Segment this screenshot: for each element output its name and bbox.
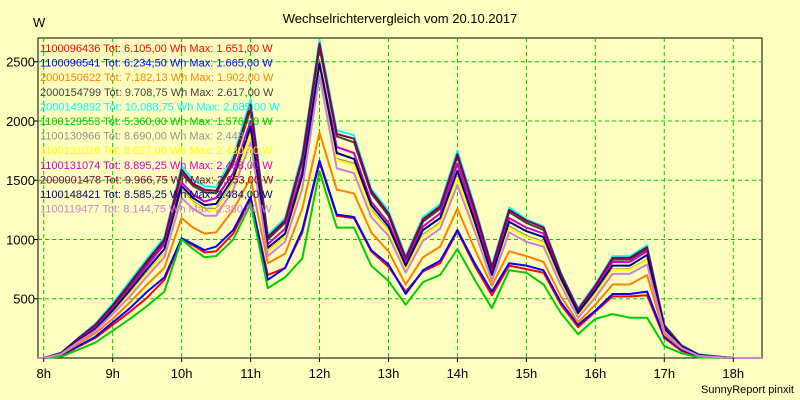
x-axis-ticks: 8h 9h 10h 11h 12h 13h 14h 15h 16h 17h 18h xyxy=(36,358,744,381)
x-tick-label: 9h xyxy=(105,366,119,381)
series-line-2000150622 xyxy=(38,131,762,359)
series-line-2000001478 xyxy=(38,42,762,359)
plot-area xyxy=(37,37,763,359)
chart-title: Wechselrichtervergleich vom 20.10.2017 xyxy=(283,11,518,26)
legend-entry-2000149892: 2000149892 Tot: 10.088,75 Wh Max: 2.685,… xyxy=(40,101,280,113)
series-line-1100131074 xyxy=(38,62,762,359)
legend-entry-1100129553: 1100129553 Tot: 5.360,00 Wh Max: 1.576,0… xyxy=(40,116,273,128)
series-line-1100148421 xyxy=(38,62,762,359)
series-line-1100129553 xyxy=(38,170,762,359)
x-tick-label: 14h xyxy=(447,366,469,381)
y-axis-unit: W xyxy=(33,15,46,30)
series-line-1100119477 xyxy=(38,74,762,359)
legend: 1100096436 Tot: 6.105,00 Wh Max: 1.651,0… xyxy=(40,43,280,216)
x-tick-label: 18h xyxy=(722,366,744,381)
legend-entry-2000001478: 2000001478 Tot: 9.966,75 Wh Max: 2.653,0… xyxy=(40,174,274,186)
x-tick-label: 15h xyxy=(516,366,538,381)
legend-entry-1100096541: 1100096541 Tot: 6.234,50 Wh Max: 1.665,0… xyxy=(40,58,273,70)
legend-entry-1100119477: 1100119477 Tot: 8.144,75 Wh Max: 2.380,0… xyxy=(40,204,272,216)
x-tick-label: 8h xyxy=(36,366,50,381)
credit-label: SunnyReport pinxit xyxy=(701,384,794,396)
y-tick-label: 500 xyxy=(13,292,35,307)
x-tick-label: 10h xyxy=(171,366,193,381)
x-tick-label: 16h xyxy=(584,366,606,381)
legend-entry-1100131026: 1100131026 Tot: 8.627,00 Wh Max: 2.430,0… xyxy=(40,145,273,157)
x-tick-label: 12h xyxy=(309,366,331,381)
legend-entry-1100130966: 1100130966 Tot: 8.690,00 Wh Max: 2.443, xyxy=(40,131,247,143)
x-tick-label: 13h xyxy=(378,366,400,381)
x-tick-label: 11h xyxy=(240,366,261,381)
x-tick-label: 17h xyxy=(653,366,675,381)
y-tick-label: 2500 xyxy=(6,55,35,70)
y-tick-label: 1500 xyxy=(6,173,35,188)
y-tick-label: 1000 xyxy=(6,232,35,247)
legend-entry-2000154799: 2000154799 Tot: 9.708,75 Wh Max: 2.617,0… xyxy=(40,87,274,99)
legend-entry-1100096436: 1100096436 Tot: 6.105,00 Wh Max: 1.651,0… xyxy=(40,43,273,55)
series-lines xyxy=(38,38,762,359)
series-line-1100131026 xyxy=(38,69,762,359)
legend-entry-2000150622: 2000150622 Tot: 7.182,13 Wh Max: 1.902,0… xyxy=(40,72,274,84)
legend-entry-1100131074: 1100131074 Tot: 8.895,25 Wh Max: 2.488,0… xyxy=(40,160,273,172)
y-tick-label: 2000 xyxy=(6,114,35,129)
series-line-1100096541 xyxy=(38,159,762,359)
y-axis-ticks: 500 1000 1500 2000 2500 xyxy=(6,55,38,307)
legend-entry-1100148421: 1100148421 Tot: 8.585,25 Wh Max: 2.484,0… xyxy=(40,189,273,201)
